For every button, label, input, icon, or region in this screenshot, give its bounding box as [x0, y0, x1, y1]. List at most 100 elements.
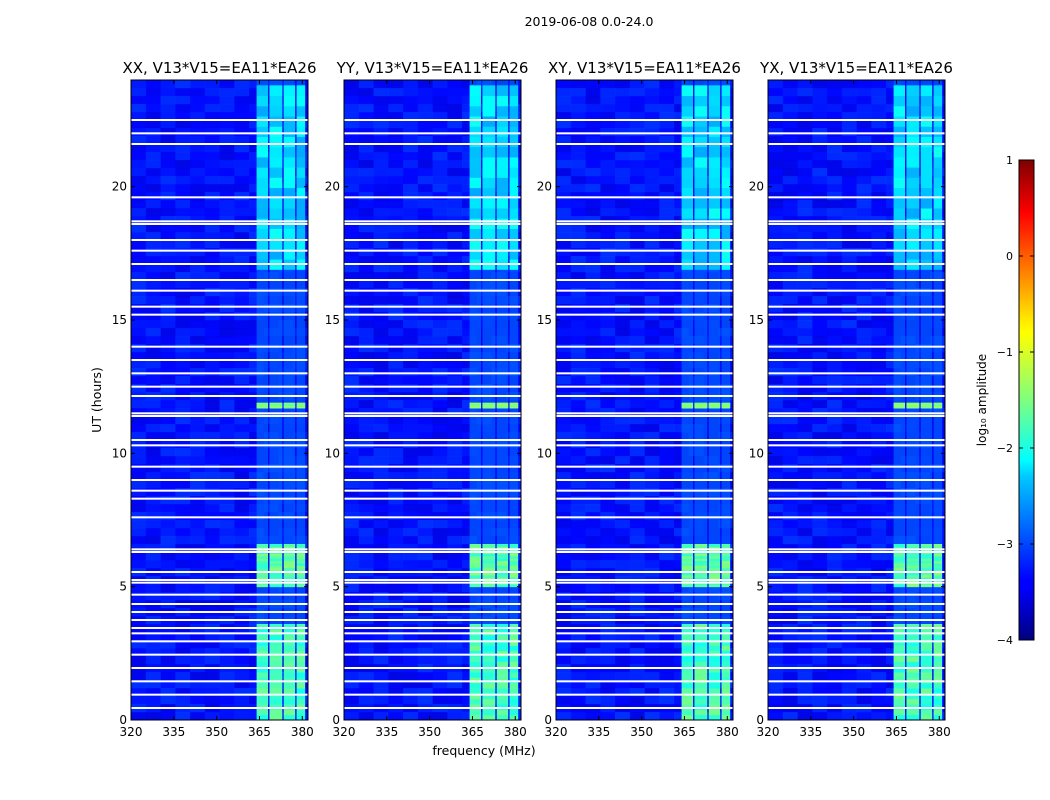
noise-cell — [629, 336, 645, 345]
noise-cell — [160, 320, 176, 329]
noise-cell — [160, 672, 176, 681]
rfi-cell — [708, 95, 721, 107]
rfi-cell — [283, 565, 296, 569]
noise-cell — [570, 528, 586, 537]
rfi-cell — [269, 555, 283, 559]
noise-cell — [145, 288, 161, 297]
noise-cell — [388, 200, 404, 209]
noise-cell — [600, 344, 616, 353]
noise-cell — [447, 88, 463, 97]
noise-cell — [234, 200, 250, 209]
noise-cell — [373, 672, 389, 681]
noise-cell — [600, 432, 616, 441]
noise-cell — [644, 328, 660, 337]
noise-cell — [358, 280, 374, 289]
rfi-cell — [283, 555, 296, 559]
noise-cell — [629, 408, 645, 417]
noise-cell — [797, 504, 813, 513]
noise-cell — [585, 472, 601, 481]
noise-cell — [160, 352, 176, 361]
noise-cell — [204, 344, 220, 353]
noise-cell — [570, 592, 586, 601]
noise-cell — [871, 480, 887, 489]
noise-cell — [556, 640, 572, 649]
noise-cell — [388, 384, 404, 393]
rfi-cell — [256, 661, 269, 668]
noise-cell — [644, 488, 660, 497]
noise-cell — [600, 400, 616, 409]
noise-cell — [190, 472, 206, 481]
rfi-cell — [496, 248, 509, 260]
rfi-cell — [708, 565, 721, 569]
noise-cell — [871, 296, 887, 305]
rfi-cell — [694, 565, 708, 569]
noise-cell — [373, 336, 389, 345]
noise-cell — [600, 560, 616, 569]
noise-cell — [570, 464, 586, 473]
noise-cell — [432, 456, 448, 465]
noise-cell — [812, 632, 828, 641]
noise-cell — [841, 424, 857, 433]
noise-cell — [856, 88, 872, 97]
noise-cell — [871, 408, 887, 417]
noise-cell — [145, 448, 161, 457]
noise-cell — [841, 320, 857, 329]
noise-cell — [388, 448, 404, 457]
noise-cell — [615, 464, 631, 473]
noise-cell — [827, 456, 843, 465]
noise-cell — [768, 272, 784, 281]
rfi-cell — [256, 228, 269, 240]
noise-cell — [644, 216, 660, 225]
noise-cell — [797, 184, 813, 193]
rfi-cell — [283, 682, 296, 689]
noise-cell — [570, 520, 586, 529]
noise-cell — [204, 216, 220, 225]
noise-cell — [659, 384, 675, 393]
noise-cell — [659, 280, 675, 289]
noise-cell — [388, 80, 404, 89]
noise-cell — [145, 536, 161, 545]
noise-cell — [447, 440, 463, 449]
rfi-cell — [681, 558, 694, 562]
noise-cell — [219, 304, 235, 313]
noise-cell — [827, 136, 843, 145]
noise-cell — [145, 528, 161, 537]
rfi-cell — [283, 634, 296, 641]
noise-cell — [447, 480, 463, 489]
noise-cell — [827, 712, 843, 721]
rfi-cell — [694, 156, 708, 168]
noise-cell — [827, 592, 843, 601]
noise-cell — [131, 312, 147, 321]
rfi-cell — [496, 629, 509, 636]
noise-cell — [432, 424, 448, 433]
noise-cell — [417, 136, 433, 145]
noise-cell — [827, 336, 843, 345]
rfi-cell — [681, 714, 694, 721]
noise-cell — [131, 632, 147, 641]
noise-cell — [659, 240, 675, 249]
noise-cell — [629, 512, 645, 521]
noise-cell — [403, 144, 419, 153]
noise-cell — [856, 456, 872, 465]
flagged-row — [131, 223, 308, 225]
noise-cell — [812, 144, 828, 153]
rfi-cell — [256, 555, 269, 559]
noise-cell — [585, 544, 601, 553]
rfi-cell — [469, 577, 482, 581]
noise-cell — [432, 184, 448, 193]
noise-cell — [131, 464, 147, 473]
noise-cell — [131, 160, 147, 169]
noise-cell — [856, 136, 872, 145]
noise-cell — [219, 312, 235, 321]
noise-cell — [145, 240, 161, 249]
noise-cell — [600, 472, 616, 481]
noise-cell — [358, 416, 374, 425]
noise-cell — [432, 352, 448, 361]
rfi-cell — [283, 645, 296, 652]
rfi-cell — [482, 156, 496, 168]
noise-cell — [659, 496, 675, 505]
noise-cell — [782, 680, 798, 689]
rfi-cell — [721, 553, 731, 557]
rfi-cell — [256, 105, 269, 117]
noise-cell — [219, 112, 235, 121]
